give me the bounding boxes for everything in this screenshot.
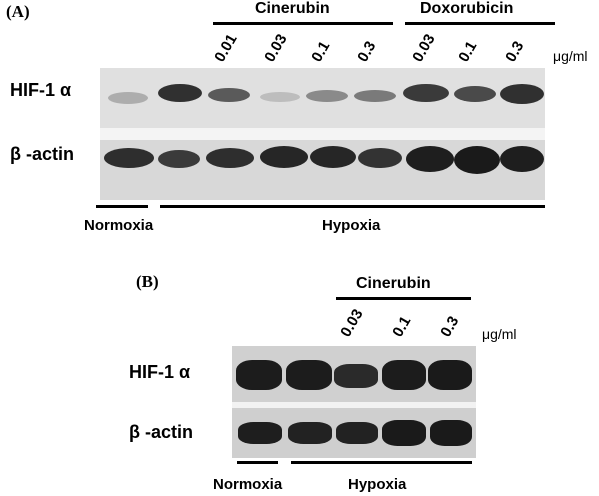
- hif1a-band: [354, 90, 396, 102]
- hif1a-band: [428, 360, 472, 390]
- hypoxia-bracket-b: [291, 461, 472, 464]
- normoxia-bracket-a: [96, 205, 148, 208]
- actin-band: [382, 420, 426, 446]
- cinerubin-bracket-b: [336, 297, 471, 300]
- hypoxia-label-b: Hypoxia: [348, 476, 407, 493]
- actin-band: [238, 422, 282, 444]
- hif1a-band: [208, 88, 250, 102]
- western-blot-panel-a: [100, 68, 545, 200]
- western-blot-panel-b: [232, 346, 476, 458]
- normoxia-bracket-b: [237, 461, 278, 464]
- conc-label: 0.03: [261, 31, 291, 66]
- actin-band: [310, 146, 356, 168]
- actin-band: [358, 148, 402, 168]
- beta-actin-row-label-a: β -actin: [10, 144, 74, 164]
- hif1a-band: [306, 90, 348, 102]
- beta-actin-row-label-b: β -actin: [129, 422, 193, 442]
- unit-label-a: μg/ml: [553, 48, 588, 64]
- hypoxia-bracket-a: [160, 205, 545, 208]
- actin-band: [104, 148, 154, 168]
- actin-band: [430, 420, 472, 446]
- actin-band: [206, 148, 254, 168]
- normoxia-label-a: Normoxia: [84, 217, 154, 234]
- panel-b-label: (B): [136, 272, 159, 291]
- unit-label-b: μg/ml: [482, 326, 517, 342]
- hif1a-row-label-a: HIF-1 α: [10, 80, 72, 100]
- hif1a-band: [454, 86, 496, 102]
- doxorubicin-group-label-a: Doxorubicin: [420, 0, 514, 17]
- hypoxia-label-a: Hypoxia: [322, 217, 381, 234]
- hif1a-band: [403, 84, 449, 102]
- hif1a-band: [108, 92, 148, 104]
- hif1a-band: [236, 360, 282, 390]
- actin-band: [260, 146, 308, 168]
- hif1a-band: [382, 360, 426, 390]
- conc-label: 0.3: [354, 38, 380, 65]
- conc-label: 0.03: [409, 31, 439, 66]
- actin-band: [406, 146, 454, 172]
- cinerubin-group-label-a: Cinerubin: [255, 0, 330, 17]
- doxorubicin-bracket-a: [405, 22, 555, 25]
- hif1a-band: [500, 84, 544, 104]
- actin-band: [454, 146, 500, 174]
- hif1a-band: [286, 360, 332, 390]
- cinerubin-bracket-a: [213, 22, 393, 25]
- actin-band: [336, 422, 378, 444]
- conc-label: 0.03: [337, 306, 367, 340]
- actin-band: [288, 422, 332, 444]
- conc-label: 0.1: [389, 313, 415, 340]
- hif1a-band: [334, 364, 378, 388]
- actin-band: [500, 146, 544, 172]
- conc-label: 0.01: [211, 31, 241, 66]
- conc-label: 0.3: [502, 38, 528, 65]
- conc-label: 0.1: [455, 38, 481, 65]
- conc-label: 0.3: [437, 313, 463, 340]
- actin-band: [158, 150, 200, 168]
- hif1a-band: [158, 84, 202, 102]
- panel-a-label: (A): [6, 2, 30, 21]
- conc-label: 0.1: [308, 38, 334, 65]
- cinerubin-group-label-b: Cinerubin: [356, 275, 431, 292]
- hif1a-row-label-b: HIF-1 α: [129, 362, 191, 382]
- normoxia-label-b: Normoxia: [213, 476, 283, 493]
- hif1a-band: [260, 92, 300, 102]
